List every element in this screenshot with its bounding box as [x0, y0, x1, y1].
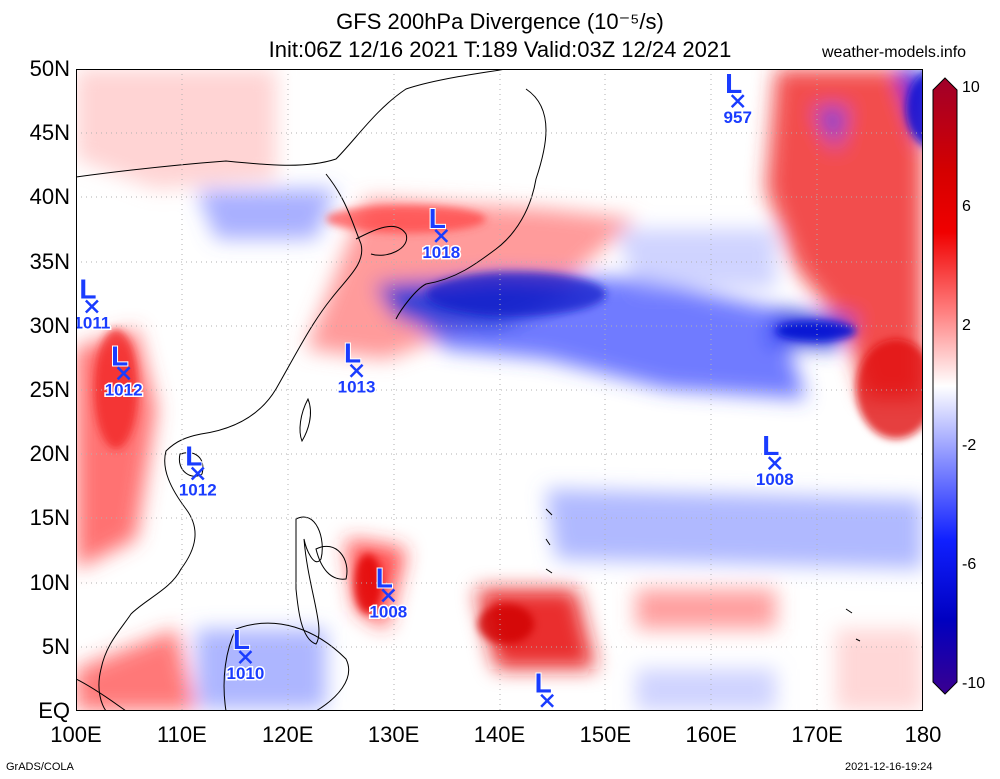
- chart-subtitle: Init:06Z 12/16 2021 T:189 Valid:03Z 12/2…: [268, 37, 732, 62]
- lon-tick-label: 160E: [685, 722, 737, 747]
- low-letter: L: [344, 338, 361, 369]
- colorbar-tick-label: -6: [962, 555, 977, 573]
- pressure-low-marker: L 1008: [368, 561, 409, 623]
- low-center-x-icon: [767, 456, 782, 471]
- low-pressure-value: 1012: [179, 480, 217, 499]
- lon-tick-label: 140E: [473, 722, 526, 747]
- low-center-x-icon: [238, 650, 253, 664]
- low-pressure-value: 1012: [105, 380, 143, 399]
- colorbar: [932, 77, 958, 695]
- pressure-low-marker: L 1013: [336, 337, 377, 399]
- pressure-low-marker: L 1012: [177, 439, 218, 501]
- lat-tick-label: 50N: [29, 56, 70, 81]
- lat-tick-label: 20N: [29, 441, 70, 467]
- low-center-x-icon: [190, 466, 205, 481]
- lon-tick-label: 120E: [262, 722, 314, 747]
- low-letter: L: [79, 274, 96, 305]
- low-letter: L: [111, 340, 128, 371]
- map-frame: [76, 69, 923, 711]
- divergence-map: L957L1018L1011L1012L1013L1012L1008L1008L…: [76, 69, 923, 711]
- low-letter: L: [233, 624, 250, 655]
- colorbar-tick-label: 2: [962, 317, 971, 335]
- pressure-low-marker: L 957: [722, 69, 753, 129]
- low-center-x-icon: [540, 693, 555, 708]
- low-pressure-value: 1008: [369, 602, 407, 621]
- pressure-low-marker: L 1008: [754, 429, 795, 491]
- low-pressure-value: 1018: [422, 243, 460, 262]
- low-center-x-icon: [730, 94, 745, 108]
- low-pressure-value: 1011: [76, 314, 110, 333]
- low-pressure-value: 957: [724, 108, 752, 127]
- lat-tick-label: 10N: [29, 569, 70, 595]
- lat-tick-label: 30N: [29, 312, 70, 338]
- lon-tick-label: 110E: [157, 722, 207, 747]
- lon-tick-label: 130E: [367, 722, 420, 747]
- lat-tick-label: 45N: [29, 120, 70, 146]
- lat-tick-label: 40N: [29, 184, 70, 210]
- pressure-low-marker: L 1018: [421, 202, 462, 263]
- pressure-low-marker: L 1011: [76, 273, 112, 335]
- colorbar-tick-label: -2: [962, 436, 977, 454]
- lat-tick-label: 5N: [41, 633, 70, 659]
- pressure-low-marker: L 1010: [225, 623, 266, 685]
- footer-right-label: 2021-12-16-19:24: [845, 761, 933, 773]
- low-letter: L: [429, 203, 446, 234]
- low-pressure-value: 1008: [756, 470, 794, 489]
- low-letter: L: [376, 562, 393, 593]
- colorbar-tick-label: 6: [962, 198, 971, 216]
- pressure-low-marker: L 1012: [103, 339, 144, 401]
- low-center-x-icon: [349, 363, 364, 378]
- coastlines: [76, 69, 861, 711]
- low-pressure-value: 1007: [528, 708, 566, 711]
- pressure-low-marker: L 1007: [527, 667, 568, 711]
- low-pressure-value: 1010: [226, 664, 264, 683]
- pressure-lows-layer: L957L1018L1011L1012L1013L1012L1008L1008L…: [76, 69, 795, 711]
- low-letter: L: [535, 668, 552, 699]
- low-letter: L: [725, 69, 742, 99]
- low-letter: L: [185, 440, 202, 471]
- footer-left-label: GrADS/COLA: [6, 761, 74, 773]
- colorbar-tick-label: -10: [962, 675, 986, 692]
- low-center-x-icon: [381, 588, 396, 603]
- lat-tick-label: 35N: [29, 248, 70, 274]
- brand-label: weather-models.info: [822, 44, 967, 61]
- lon-tick-label: 170E: [791, 722, 843, 747]
- lat-tick-label: EQ: [38, 698, 70, 723]
- lon-tick-label: 100E: [50, 722, 102, 747]
- colorbar-ramp: [932, 77, 958, 695]
- lat-tick-label: 25N: [29, 377, 70, 402]
- gridlines: [76, 69, 923, 711]
- low-center-x-icon: [434, 229, 449, 243]
- low-letter: L: [762, 430, 779, 461]
- colorbar-tick-label: 10: [962, 79, 980, 96]
- low-center-x-icon: [84, 299, 99, 314]
- low-pressure-value: 1013: [338, 378, 376, 397]
- lat-tick-label: 15N: [29, 505, 70, 531]
- low-center-x-icon: [116, 366, 131, 381]
- chart-title: GFS 200hPa Divergence (10⁻⁵/s): [336, 9, 664, 34]
- lon-tick-label: 150E: [579, 722, 632, 747]
- lon-tick-label: 180: [904, 722, 942, 747]
